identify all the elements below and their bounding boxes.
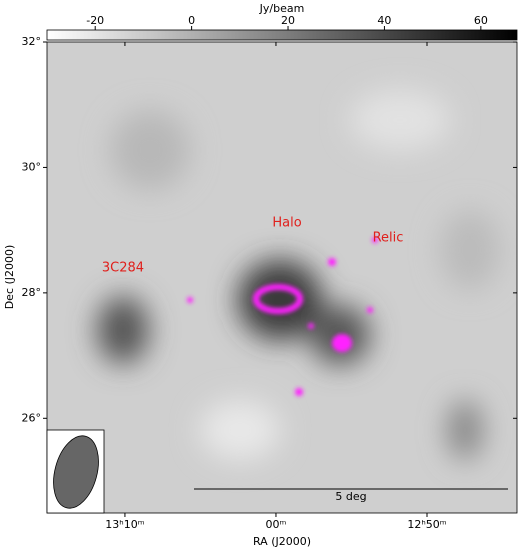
colorbar-tick-label: 40 bbox=[377, 14, 391, 27]
contour bbox=[332, 334, 352, 352]
annotation: Halo bbox=[272, 216, 301, 231]
scale-bar-label: 5 deg bbox=[335, 490, 366, 503]
y-tick-label: 32° bbox=[22, 35, 42, 48]
x-axis-label: RA (J2000) bbox=[253, 535, 311, 548]
colorbar-tick-label: 20 bbox=[281, 14, 295, 27]
contour bbox=[367, 307, 373, 313]
y-tick-label: 30° bbox=[22, 160, 42, 173]
contour bbox=[295, 388, 303, 396]
colorbar-tick-label: 60 bbox=[474, 14, 488, 27]
colorbar-tick-label: 0 bbox=[188, 14, 195, 27]
y-tick-label: 26° bbox=[22, 411, 42, 424]
contour bbox=[328, 258, 336, 266]
x-tick-label: 13ʰ10ᵐ bbox=[105, 518, 144, 531]
y-tick-label: 28° bbox=[22, 286, 42, 299]
contour bbox=[308, 323, 314, 329]
colorbar-tick-label: -20 bbox=[86, 14, 104, 27]
annotation: Relic bbox=[373, 231, 404, 246]
contour bbox=[253, 284, 303, 314]
colorbar bbox=[46, 29, 518, 41]
sky-image bbox=[47, 42, 517, 513]
y-axis-label: Dec (J2000) bbox=[3, 245, 16, 310]
plot-frame bbox=[46, 41, 518, 514]
contour bbox=[187, 297, 193, 303]
beam bbox=[53, 435, 99, 509]
contour bbox=[372, 237, 378, 243]
x-tick-label: 00ᵐ bbox=[266, 518, 287, 531]
annotation: 3C284 bbox=[102, 261, 144, 276]
x-tick-label: 12ʰ50ᵐ bbox=[407, 518, 446, 531]
colorbar-label: Jy/beam bbox=[259, 2, 305, 15]
